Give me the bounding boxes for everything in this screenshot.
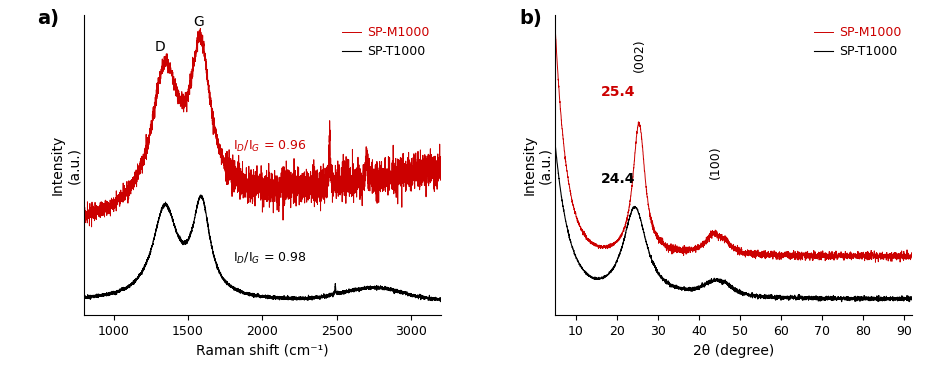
SP-M1000 xyxy=(231,170,242,174)
SP-M1000 xyxy=(228,190,239,194)
Text: I$_D$/I$_G$ = 0.96: I$_D$/I$_G$ = 0.96 xyxy=(233,139,306,154)
Legend: SP-M1000, SP-T1000: SP-M1000, SP-T1000 xyxy=(337,21,435,63)
SP-T1000 xyxy=(338,290,349,295)
SP-M1000 xyxy=(195,26,206,31)
SP-T1000 xyxy=(435,299,446,304)
SP-T1000 xyxy=(436,298,447,302)
SP-M1000 xyxy=(248,190,259,194)
Text: (002): (002) xyxy=(632,38,645,72)
SP-M1000 xyxy=(861,254,872,259)
SP-M1000 xyxy=(436,166,447,170)
SP-T1000 xyxy=(612,258,623,262)
SP-M1000 xyxy=(590,242,601,246)
Text: D: D xyxy=(155,40,165,54)
Text: I$_D$/I$_G$ = 0.98: I$_D$/I$_G$ = 0.98 xyxy=(233,251,306,266)
SP-T1000 xyxy=(196,193,207,197)
Line: SP-M1000: SP-M1000 xyxy=(555,29,912,262)
SP-M1000 xyxy=(686,247,697,252)
Line: SP-T1000: SP-T1000 xyxy=(84,195,441,302)
Text: 24.4: 24.4 xyxy=(600,172,635,186)
SP-T1000 xyxy=(907,296,918,301)
SP-M1000 xyxy=(338,189,349,194)
SP-T1000 xyxy=(836,299,847,304)
SP-T1000 xyxy=(228,288,239,292)
SP-M1000 xyxy=(870,260,881,265)
Text: 25.4: 25.4 xyxy=(600,85,635,99)
SP-M1000 xyxy=(425,174,436,178)
Text: a): a) xyxy=(37,9,60,28)
SP-T1000 xyxy=(231,288,242,292)
SP-M1000 xyxy=(900,256,911,260)
SP-M1000 xyxy=(907,253,918,257)
SP-T1000 xyxy=(425,298,436,302)
Text: b): b) xyxy=(519,9,542,28)
SP-M1000 xyxy=(86,224,97,229)
SP-T1000 xyxy=(248,292,259,297)
Y-axis label: Intensity
(a.u.): Intensity (a.u.) xyxy=(522,135,552,195)
X-axis label: Raman shift (cm⁻¹): Raman shift (cm⁻¹) xyxy=(196,344,329,358)
SP-T1000 xyxy=(861,297,872,302)
SP-M1000 xyxy=(702,237,713,242)
SP-M1000 xyxy=(612,238,623,243)
Legend: SP-M1000, SP-T1000: SP-M1000, SP-T1000 xyxy=(809,21,906,63)
Line: SP-M1000: SP-M1000 xyxy=(84,29,441,227)
Text: (100): (100) xyxy=(708,145,722,179)
SP-M1000 xyxy=(549,26,560,31)
Line: SP-T1000: SP-T1000 xyxy=(555,144,912,302)
Text: G: G xyxy=(193,14,204,29)
SP-T1000 xyxy=(686,288,697,292)
SP-T1000 xyxy=(407,293,418,297)
Y-axis label: Intensity
(a.u.): Intensity (a.u.) xyxy=(51,135,81,195)
X-axis label: 2θ (degree): 2θ (degree) xyxy=(694,344,775,358)
SP-T1000 xyxy=(590,276,601,281)
SP-M1000 xyxy=(78,213,89,217)
SP-T1000 xyxy=(78,295,89,300)
SP-M1000 xyxy=(407,170,418,174)
SP-T1000 xyxy=(900,297,911,301)
SP-T1000 xyxy=(549,142,560,147)
SP-T1000 xyxy=(702,282,713,286)
